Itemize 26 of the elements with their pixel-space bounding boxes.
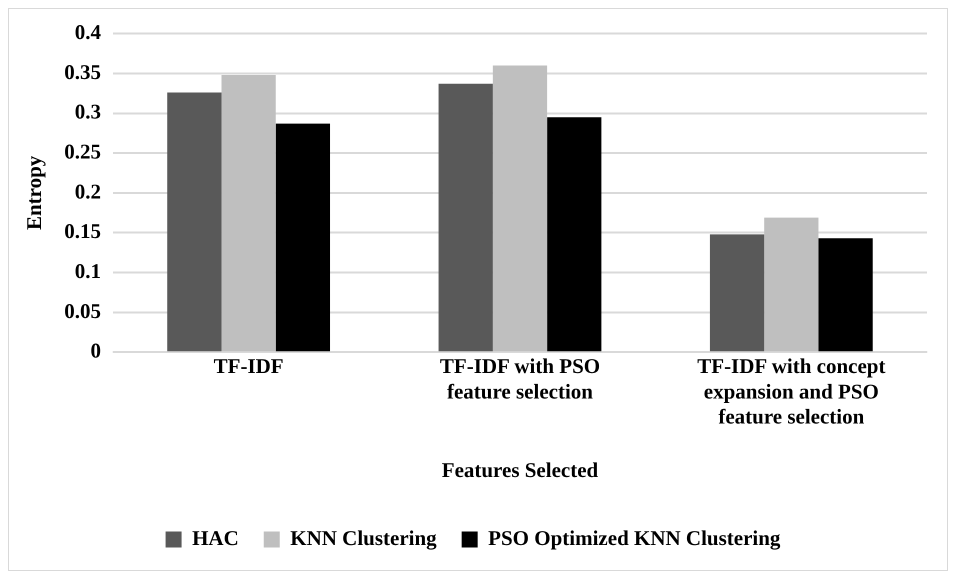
y-tick-label: 0.25 (64, 139, 101, 164)
bar (547, 117, 602, 352)
bar (276, 124, 330, 352)
bar (818, 238, 873, 352)
bar (492, 65, 548, 352)
y-tick-label: 0.05 (64, 298, 101, 323)
bar (167, 92, 222, 352)
y-tick-label: 0.15 (64, 219, 101, 244)
x-tick-label: TF-IDF with PSO feature selection (440, 354, 600, 404)
y-axis-title: Entropy (22, 155, 46, 230)
y-tick-label: 0.1 (74, 258, 101, 283)
bar (438, 84, 493, 352)
x-tick-label: TF-IDF with concept expansion and PSO feature selection (697, 354, 886, 429)
legend-label: HAC (192, 526, 239, 550)
bar (221, 75, 276, 352)
y-tick-label: 0.3 (74, 100, 101, 124)
y-tick-label: 0 (90, 338, 101, 363)
x-axis-title: Features Selected (442, 458, 599, 482)
legend-label: PSO Optimized KNN Clustering (488, 526, 781, 550)
bar (764, 218, 818, 352)
x-tick-label: TF-IDF (214, 354, 284, 378)
y-tick-label: 0.2 (74, 179, 101, 204)
bar (710, 234, 764, 352)
y-tick-label: 0.35 (64, 60, 101, 84)
legend-label: KNN Clustering (290, 526, 438, 550)
y-tick-label: 0.4 (74, 20, 102, 44)
